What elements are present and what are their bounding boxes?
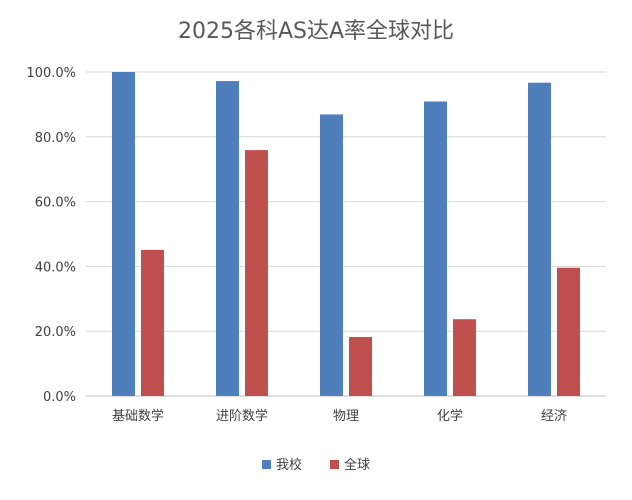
bars — [112, 72, 580, 397]
x-category-label: 经济 — [541, 409, 567, 424]
x-category-label: 进阶数学 — [216, 408, 268, 424]
bar-global — [349, 337, 372, 396]
x-axis-categories: 基础数学 进阶数学 物理 化学 经济 — [112, 408, 567, 424]
y-tick-label: 0.0% — [43, 390, 76, 405]
x-category-label: 基础数学 — [112, 408, 164, 424]
legend-label: 我校 — [276, 457, 302, 473]
y-tick-label: 80.0% — [35, 131, 76, 146]
bar-school — [528, 82, 551, 396]
bar-school — [112, 72, 135, 396]
x-category-label: 化学 — [437, 408, 463, 424]
x-category-label: 物理 — [333, 409, 359, 424]
bar-school — [320, 114, 343, 396]
legend-swatch — [262, 460, 271, 469]
bar-global — [453, 319, 476, 396]
legend-swatch — [330, 460, 339, 469]
y-tick-label: 20.0% — [35, 325, 76, 340]
gridlines — [86, 71, 606, 397]
bar-school — [424, 101, 447, 396]
bar-global — [245, 150, 268, 396]
y-tick-label: 100.0% — [26, 66, 76, 81]
legend-label: 全球 — [344, 457, 370, 473]
bar-global — [557, 267, 580, 396]
legend: 我校 全球 — [262, 457, 370, 473]
bar-global — [141, 249, 164, 396]
y-axis-ticks: 0.0% 20.0% 40.0% 60.0% 80.0% 100.0% — [26, 66, 76, 405]
y-tick-label: 40.0% — [35, 260, 76, 275]
y-tick-label: 60.0% — [35, 196, 76, 211]
chart-title: 2025各科AS达A率全球对比 — [178, 19, 454, 44]
bar-school — [216, 81, 239, 397]
